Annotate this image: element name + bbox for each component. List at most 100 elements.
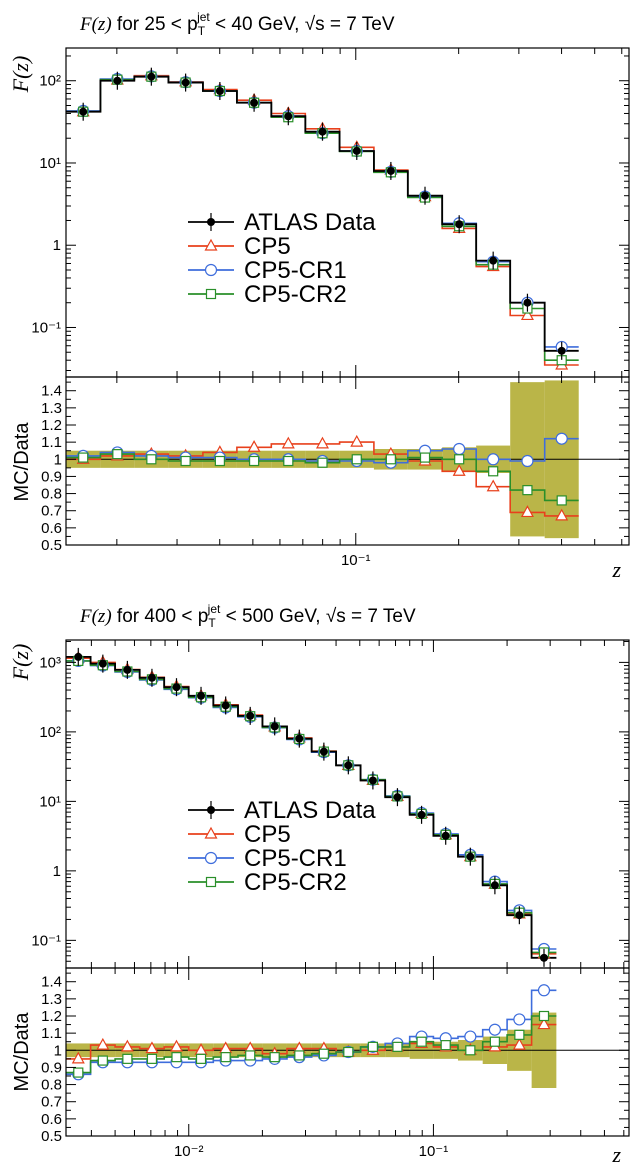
panel1-ratio-point-cp5-cr2 <box>248 455 260 467</box>
panel2-ratio-ytick-label: 0.8 <box>41 1077 62 1094</box>
panel2-ratio-point-cp5-cr2 <box>514 1029 525 1040</box>
panel2-xtick-label: 10⁻² <box>174 1143 204 1160</box>
panel2-ratio-point-cp5-cr2 <box>318 1048 329 1059</box>
panel2-data-point <box>221 701 230 710</box>
panel1-ratio-point-cp5 <box>247 440 261 452</box>
panel1-ytick-label: 1 <box>53 237 61 254</box>
panel2-ratio-point-cp5-cr1 <box>464 1030 477 1043</box>
panel1-title-mid2: < 40 GeV, <box>210 14 305 35</box>
panel2-ratio-point-cp5 <box>537 1017 551 1030</box>
panel2-data-point <box>393 793 402 802</box>
panel1-ratio-ytick-label: 1.3 <box>41 400 62 417</box>
panel2-ratio-point-cp5-cr2 <box>146 1053 158 1064</box>
panel1-data-point <box>113 76 122 85</box>
panel1-ratio-point-cp5-cr2 <box>214 455 225 467</box>
panel2-title-mid1: for 400 < p <box>112 606 209 627</box>
panel1-ratio-point-cp5 <box>281 436 295 449</box>
panel2-ratio-ytick-label: 0.5 <box>41 1128 62 1145</box>
panel1-ratio-line-cp5-cr2 <box>66 453 579 502</box>
panel1-ratio-markers-cp5-cr2 <box>78 449 567 506</box>
panel1-legend-marker-data <box>207 218 215 226</box>
panel1-ratio-point-cp5 <box>520 505 534 518</box>
panel2-ratio-ytick-label: 1.3 <box>41 991 62 1008</box>
panel2-ratio-point-cp5-cr2 <box>73 1067 84 1078</box>
panel1-data-point <box>386 166 395 175</box>
panel2-ratio-point-cp5-cr1 <box>513 1013 526 1026</box>
panel2-ratio-ytick-label: 1 <box>54 1042 62 1059</box>
panel2-ytick-label: 10² <box>39 724 61 741</box>
panel2-ratio-point-cp5-cr2 <box>392 1041 403 1052</box>
panel2-ratio-point-cp5-cr2 <box>97 1055 108 1066</box>
panel1-ratio-ytick-label: 0.7 <box>41 503 62 520</box>
panel1-legend-label-cp5-cr2: CP5-CR2 <box>244 281 347 308</box>
panel2-markers-data <box>74 647 548 967</box>
panel2-data-point <box>147 673 156 682</box>
panel1-legend-label-data: ATLAS Data <box>244 209 376 236</box>
panel2-data-point <box>172 683 181 692</box>
panel2-title-mid2: < 500 GeV, <box>220 606 325 627</box>
panel1-ytick-label: 10² <box>39 73 61 90</box>
panel1-data-point <box>489 256 498 265</box>
panel1-legend-marker-cp5-cr2 <box>205 288 217 300</box>
panel2-legend-label-data: ATLAS Data <box>244 797 376 824</box>
panel2-ratio-ytick-label: 1.4 <box>41 974 62 991</box>
panel2-ratio-ytick-label: 0.9 <box>41 1059 62 1076</box>
panel1-xaxis: 10⁻¹ <box>116 48 623 569</box>
panel2-ratio-point-cp5-cr2 <box>465 1045 476 1056</box>
panel1-title-sub: T <box>198 24 206 38</box>
panel1-ratio-point-cp5 <box>452 464 466 476</box>
panel1-ratio-point-cp5-cr1 <box>453 442 466 456</box>
panel2-xtick-label: 10⁻¹ <box>419 1143 449 1160</box>
panel2-legend-label-cp5: CP5 <box>244 821 291 848</box>
panel2-title-tail: √s = 7 TeV <box>326 606 416 627</box>
panel2-ratio-point-cp5-cr2 <box>538 1010 550 1022</box>
panel2-data-point <box>368 776 377 785</box>
panel2-ratio-point-cp5-cr2 <box>220 1052 231 1063</box>
panel1-data-point <box>181 78 190 87</box>
panel1-ytick-label: 10¹ <box>39 155 61 172</box>
panel2-plots: 10⁻¹110¹10²10³0.50.60.70.80.911.11.21.31… <box>31 639 630 1160</box>
panel2-ratio-point-cp5-cr2 <box>245 1050 256 1061</box>
panel2-data-point <box>539 953 548 962</box>
panel1-data-point <box>352 146 361 155</box>
panel1-xtick-label: 10⁻¹ <box>341 552 371 569</box>
panel1-ratio-yaxis: 0.50.60.70.80.911.11.21.31.4 <box>41 381 629 554</box>
panel2-data-point <box>515 911 524 920</box>
panel2-data-point <box>441 831 450 840</box>
panel2-ratio-ytick-label: 1.1 <box>41 1025 62 1042</box>
panel1-data-point <box>455 220 464 229</box>
panel2-data-point <box>197 691 206 700</box>
panel2-ytick-label: 10¹ <box>39 793 61 810</box>
panel2-ratio-markers-cp5-cr2 <box>73 1010 550 1078</box>
panel2-ytick-label: 10³ <box>39 654 61 671</box>
panel1-ratio-point-cp5-cr2 <box>488 466 499 477</box>
panel1-title-tail: √s = 7 TeV <box>305 14 395 35</box>
panel2-data-point <box>123 665 132 674</box>
panel2-ratio-point-cp5-cr2 <box>440 1040 451 1051</box>
panel1-ratio-ytick-label: 0.9 <box>41 468 62 485</box>
panel1-ratio-point-cp5 <box>555 508 569 521</box>
panel2-title-sup: jet <box>207 602 221 616</box>
panel2-data-point <box>344 761 353 770</box>
panel2-xaxis: 10⁻² 10⁻¹ <box>90 640 625 1160</box>
panel2-data-point <box>490 881 499 890</box>
panel2-ratio-markers-cp5-cr1 <box>72 984 551 1081</box>
panel2-legend-marker-data <box>207 806 215 814</box>
panel1-title-mid1: for 25 < p <box>112 14 198 35</box>
panel1-ratio-point-cp5-cr2 <box>78 452 89 463</box>
panel2-ratio-point-cp5 <box>512 1037 526 1050</box>
panel1-title: F(z) for 25 < pTjet < 40 GeV, √s = 7 TeV <box>79 10 395 38</box>
panel2-ratio-point-cp5-cr1 <box>488 1023 501 1036</box>
panel1-data-point <box>215 87 224 96</box>
panel1-ratio-point-cp5 <box>350 434 364 447</box>
panel1-point-cp5 <box>520 308 534 321</box>
panel1-ratio-point-cp5-cr2 <box>522 485 533 496</box>
panel2-ratio-point-cp5-cr2 <box>489 1036 500 1047</box>
panel2-ratio-point-cp5-cr2 <box>269 1052 280 1063</box>
panel1-ratio-point-cp5-cr1 <box>555 432 568 445</box>
panel1-ratio-ytick-label: 0.8 <box>41 486 62 503</box>
panel2-ylabel: F(z) <box>8 644 33 682</box>
